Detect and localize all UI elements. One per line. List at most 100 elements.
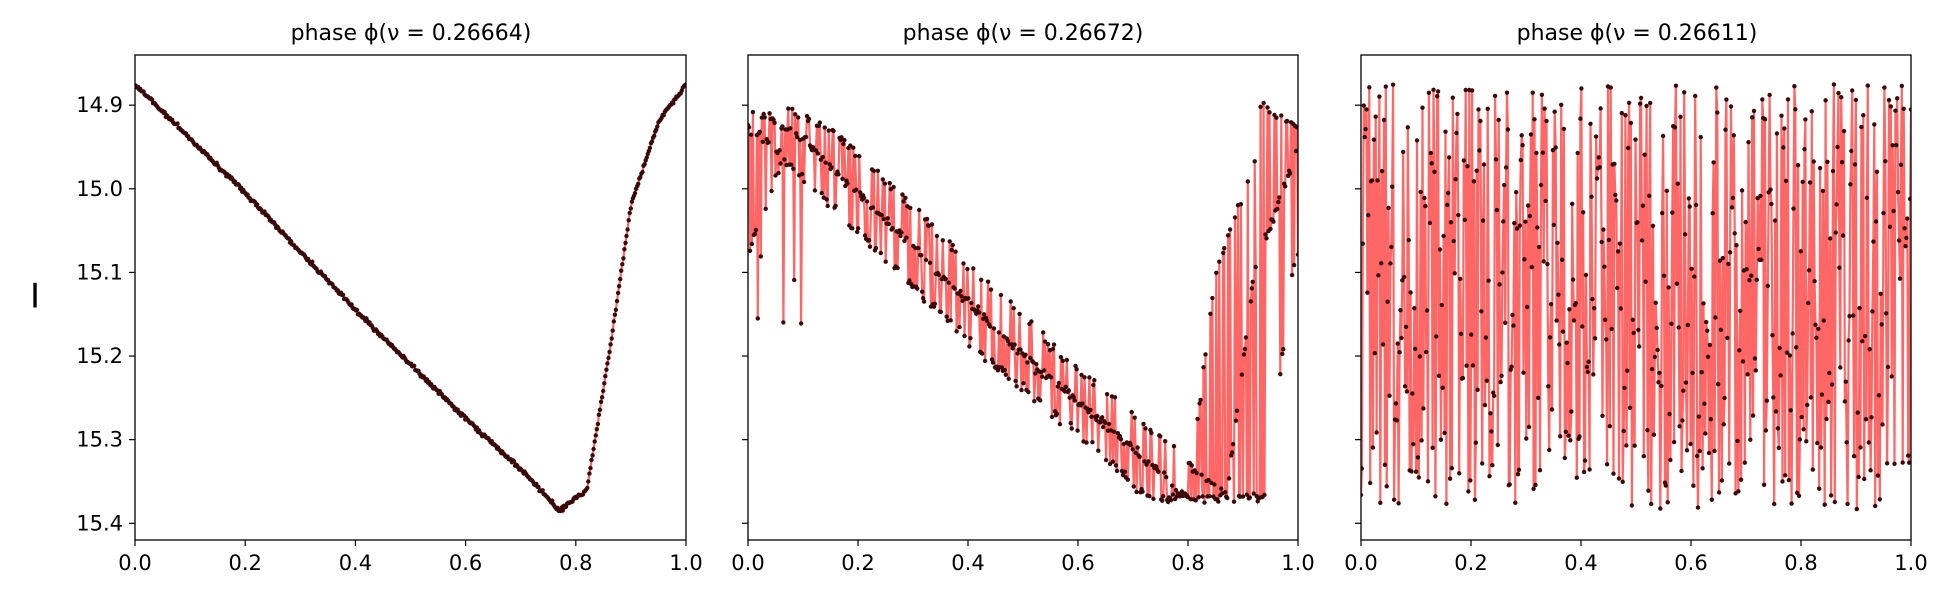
data-point (1793, 107, 1798, 112)
data-point (1693, 93, 1698, 99)
data-point (1258, 104, 1263, 110)
data-point (1362, 134, 1367, 140)
data-point (1739, 188, 1745, 193)
data-point (879, 212, 884, 218)
data-point (1216, 499, 1221, 504)
data-point (1816, 326, 1821, 331)
data-point (788, 126, 793, 131)
data-point (1863, 417, 1869, 422)
data-point (776, 170, 781, 176)
data-point (1386, 205, 1391, 211)
data-point (1593, 134, 1599, 139)
data-point (1478, 118, 1483, 124)
data-point (999, 365, 1004, 370)
data-point (936, 272, 942, 278)
data-point (1207, 494, 1212, 499)
data-point (1795, 163, 1801, 168)
data-point (1377, 94, 1382, 99)
data-point (1686, 196, 1692, 201)
data-point (929, 222, 935, 227)
data-point (1432, 169, 1437, 174)
data-point (1665, 500, 1670, 505)
data-point (597, 407, 603, 412)
data-point (1658, 506, 1663, 511)
data-point (793, 112, 798, 117)
data-point (1496, 117, 1501, 123)
data-point (1679, 468, 1684, 474)
data-point (1400, 278, 1405, 283)
data-point (586, 479, 591, 484)
data-point (965, 266, 970, 272)
data-point (1620, 479, 1625, 484)
data-point (1424, 349, 1429, 355)
data-point (1759, 257, 1764, 262)
data-point (1462, 217, 1468, 223)
data-point (1398, 308, 1403, 313)
data-point (1417, 354, 1423, 359)
data-point (1278, 372, 1283, 377)
data-point (1601, 227, 1606, 232)
data-point (954, 329, 959, 334)
data-point (1405, 125, 1411, 130)
data-point (1021, 381, 1026, 386)
data-point (1514, 226, 1520, 231)
data-point (1895, 96, 1900, 101)
data-point (1383, 84, 1389, 89)
data-point (624, 233, 629, 239)
data-point (1532, 117, 1537, 122)
data-point (1671, 439, 1677, 445)
data-point (1488, 411, 1493, 416)
data-point (644, 155, 649, 160)
data-point (1667, 411, 1672, 417)
data-point (1391, 497, 1397, 502)
data-point (1827, 370, 1832, 376)
data-point (1019, 387, 1024, 393)
x-tick-label: 0.6 (1061, 551, 1094, 575)
data-point (924, 216, 930, 222)
data-point (841, 141, 846, 147)
data-point (1698, 134, 1703, 140)
data-point (1519, 133, 1524, 138)
data-point (1223, 490, 1228, 495)
data-point (354, 307, 360, 312)
data-point (661, 113, 666, 118)
data-point (1517, 223, 1523, 228)
data-point (1758, 193, 1763, 199)
data-point (585, 485, 590, 491)
data-point (1451, 238, 1456, 244)
data-point (1015, 351, 1020, 356)
data-point (1738, 308, 1743, 313)
data-point (1530, 90, 1535, 95)
data-point (1161, 494, 1166, 499)
data-point (591, 446, 596, 452)
data-point (1700, 466, 1705, 471)
data-point (1613, 192, 1618, 198)
x-tick-label: 1.0 (669, 551, 702, 575)
data-point (1822, 502, 1827, 507)
data-point (1554, 318, 1559, 323)
data-point (866, 238, 872, 243)
data-point (1042, 339, 1048, 344)
data-point (1465, 164, 1470, 169)
data-point (1608, 85, 1613, 90)
data-point (1845, 501, 1850, 507)
data-point (1859, 124, 1864, 130)
data-point (1803, 117, 1808, 122)
data-point (1761, 482, 1767, 487)
data-point (752, 231, 758, 237)
data-point (976, 304, 981, 309)
data-point (1879, 322, 1884, 327)
data-point (1221, 250, 1226, 256)
data-point (1716, 382, 1721, 387)
data-point (1547, 447, 1552, 453)
data-point (1212, 482, 1217, 487)
data-point (864, 199, 870, 204)
x-tick-label: 0.8 (1784, 551, 1817, 575)
data-point (1681, 388, 1686, 393)
data-point (1705, 328, 1710, 333)
data-point (1461, 158, 1467, 163)
data-point (1244, 492, 1250, 497)
data-point (1501, 219, 1506, 224)
data-point (1783, 473, 1788, 478)
data-point (1590, 296, 1595, 302)
